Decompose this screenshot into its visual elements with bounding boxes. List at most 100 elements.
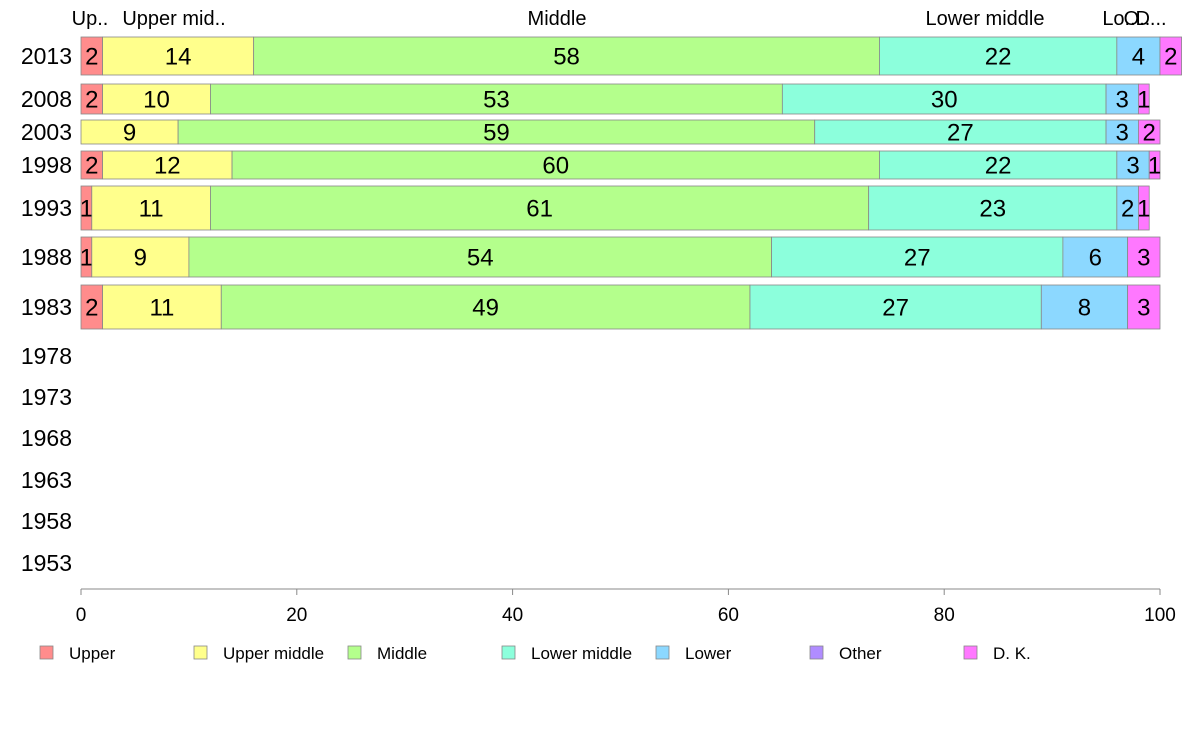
bar-segment-2003-lower bbox=[1105, 119, 1139, 145]
bar-segment-2008-d-k bbox=[1138, 83, 1150, 115]
bar-segment-1988-upper-middle bbox=[91, 236, 190, 278]
legend-label-upper-middle: Upper middle bbox=[223, 644, 324, 663]
legend-label-lower-middle: Lower middle bbox=[531, 644, 632, 663]
data-label-2008-lower: 3 bbox=[1116, 87, 1129, 114]
data-label-1993-middle: 61 bbox=[526, 196, 553, 223]
data-label-1993-d-k: 1 bbox=[1137, 196, 1150, 223]
bar-segment-1988-middle bbox=[188, 236, 772, 278]
data-label-2003-lower-middle: 27 bbox=[947, 120, 974, 147]
data-label-1983-lower: 8 bbox=[1078, 295, 1091, 322]
data-label-1998-d-k: 1 bbox=[1148, 153, 1161, 180]
legend-label-middle: Middle bbox=[377, 644, 427, 663]
data-label-1988-upper-middle: 9 bbox=[134, 245, 147, 272]
bar-segment-2008-lower-middle bbox=[781, 83, 1107, 115]
year-label-1953: 1953 bbox=[21, 550, 72, 576]
column-header-d: D... bbox=[1135, 8, 1166, 30]
year-label-1958: 1958 bbox=[21, 508, 72, 534]
bar-segment-1983-lower bbox=[1040, 284, 1129, 330]
data-label-1998-lower: 3 bbox=[1126, 153, 1139, 180]
year-label-1968: 1968 bbox=[21, 425, 72, 451]
data-label-2013-d-k: 2 bbox=[1164, 44, 1177, 71]
data-label-2008-lower-middle: 30 bbox=[931, 87, 958, 114]
bar-segment-2008-upper-middle bbox=[102, 83, 211, 115]
data-label-1998-upper: 2 bbox=[85, 153, 98, 180]
bar-segment-1983-upper-middle bbox=[102, 284, 222, 330]
bar-segment-1983-middle bbox=[220, 284, 751, 330]
data-label-2013-middle: 58 bbox=[553, 44, 580, 71]
bar-segment-2013-upper-middle bbox=[102, 36, 255, 76]
year-label-2008: 2008 bbox=[21, 86, 72, 112]
column-header-up: Up.. bbox=[72, 8, 109, 30]
x-tick-label-60: 60 bbox=[718, 605, 739, 626]
legend-label-lower: Lower bbox=[685, 644, 732, 663]
x-tick-label-40: 40 bbox=[502, 605, 523, 626]
x-tick-label-0: 0 bbox=[76, 605, 87, 626]
bar-segment-1998-middle bbox=[231, 150, 880, 180]
year-label-1983: 1983 bbox=[21, 294, 72, 320]
year-label-1978: 1978 bbox=[21, 343, 72, 369]
data-label-1988-d-k: 3 bbox=[1137, 245, 1150, 272]
data-label-2003-lower: 3 bbox=[1116, 120, 1129, 147]
bar-segment-1993-lower-middle bbox=[868, 185, 1118, 231]
data-label-1983-d-k: 3 bbox=[1137, 295, 1150, 322]
x-tick-label-20: 20 bbox=[286, 605, 307, 626]
data-label-2008-middle: 53 bbox=[483, 87, 510, 114]
column-header-middle: Middle bbox=[528, 8, 587, 30]
x-tick-label-80: 80 bbox=[934, 605, 955, 626]
bar-segment-1998-lower bbox=[1116, 150, 1150, 180]
bar-segment-2013-d-k bbox=[1159, 36, 1182, 76]
x-tick-label-100: 100 bbox=[1144, 605, 1176, 626]
data-label-2003-middle: 59 bbox=[483, 120, 510, 147]
data-label-2003-upper-middle: 9 bbox=[123, 120, 136, 147]
data-label-1988-lower: 6 bbox=[1089, 245, 1102, 272]
data-label-2008-d-k: 1 bbox=[1137, 87, 1150, 114]
column-header-o: O.. bbox=[1124, 8, 1151, 30]
legend-swatch-d-k bbox=[963, 645, 978, 660]
bar-segment-2013-lower-middle bbox=[879, 36, 1118, 76]
data-label-1998-middle: 60 bbox=[542, 153, 569, 180]
year-label-1973: 1973 bbox=[21, 384, 72, 410]
data-label-2008-upper: 2 bbox=[85, 87, 98, 114]
year-label-1963: 1963 bbox=[21, 467, 72, 493]
data-label-2008-upper-middle: 10 bbox=[143, 87, 170, 114]
bar-segment-1988-d-k bbox=[1127, 236, 1161, 278]
bar-segment-2008-lower bbox=[1105, 83, 1139, 115]
bar-segment-1983-d-k bbox=[1127, 284, 1161, 330]
data-label-1998-lower-middle: 22 bbox=[985, 153, 1012, 180]
data-label-1993-upper: 1 bbox=[80, 196, 93, 223]
data-label-1998-upper-middle: 12 bbox=[154, 153, 181, 180]
legend-label-upper: Upper bbox=[69, 644, 116, 663]
data-label-2013-lower: 4 bbox=[1132, 44, 1145, 71]
data-label-2013-upper-middle: 14 bbox=[165, 44, 192, 71]
data-label-2013-lower-middle: 22 bbox=[985, 44, 1012, 71]
legend-swatch-middle bbox=[347, 645, 362, 660]
data-label-1983-upper-middle: 11 bbox=[149, 295, 174, 322]
bar-segment-1993-upper-middle bbox=[91, 185, 211, 231]
bar-segment-1998-upper-middle bbox=[102, 150, 233, 180]
bar-segment-2013-middle bbox=[253, 36, 880, 76]
bar-segment-2008-middle bbox=[210, 83, 783, 115]
bar-segment-1993-d-k bbox=[1138, 185, 1150, 231]
bar-segment-2003-middle bbox=[177, 119, 816, 145]
legend-swatch-lower bbox=[655, 645, 670, 660]
bar-segment-1983-lower-middle bbox=[749, 284, 1042, 330]
bars: 2 14 58 22 4 22 10 53 30 3 19 59 27 3 22 12 60 22 3 11 11 61 2… bbox=[80, 36, 1182, 330]
data-label-1988-lower-middle: 27 bbox=[904, 245, 931, 272]
legend-swatch-upper bbox=[39, 645, 54, 660]
bar-segment-2003-lower-middle bbox=[814, 119, 1107, 145]
column-headers: Up.. Upper mid.. Middle Lower middle Lo..O..… bbox=[72, 8, 1167, 30]
data-label-1993-lower: 2 bbox=[1121, 196, 1134, 223]
year-label-1998: 1998 bbox=[21, 152, 72, 178]
data-label-2013-upper: 2 bbox=[85, 44, 98, 71]
legend-swatch-upper-middle bbox=[193, 645, 208, 660]
data-label-1988-middle: 54 bbox=[467, 245, 494, 272]
year-label-1988: 1988 bbox=[21, 244, 72, 270]
legend-label-other: Other bbox=[839, 644, 882, 663]
bar-segment-1988-lower-middle bbox=[771, 236, 1064, 278]
legend-label-d-k: D. K. bbox=[993, 644, 1031, 663]
data-label-1993-lower-middle: 23 bbox=[979, 196, 1006, 223]
data-label-1983-upper: 2 bbox=[85, 295, 98, 322]
legend-swatch-lower-middle bbox=[501, 645, 516, 660]
year-label-2013: 2013 bbox=[21, 43, 72, 69]
data-label-1988-upper: 1 bbox=[80, 245, 93, 272]
